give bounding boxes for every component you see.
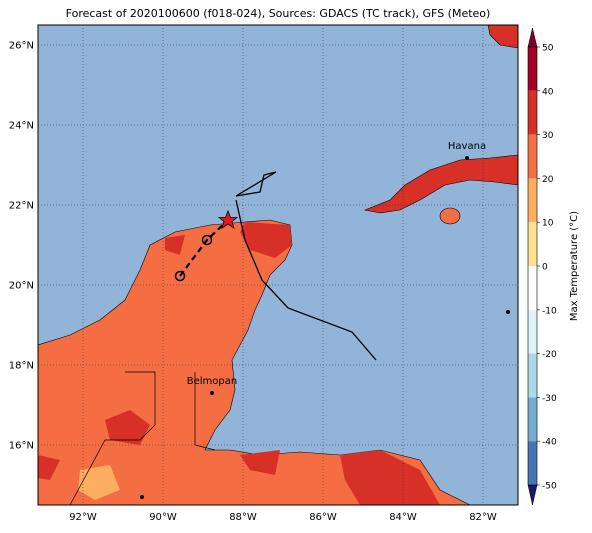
colorbar-tick-label: 10	[542, 219, 554, 229]
city-dot	[506, 310, 510, 314]
colorbar-band	[528, 47, 537, 91]
colorbar-tick-label: 0	[542, 263, 548, 273]
colorbar-tick-label: -20	[542, 350, 557, 360]
border	[69, 371, 156, 505]
colorbar-band	[528, 222, 537, 266]
map-title: Forecast of 2020100600 (f018-024), Sourc…	[66, 7, 491, 20]
land-hot	[78, 465, 120, 500]
colorbar-extend	[527, 484, 538, 506]
colorbar-tick-label: 40	[542, 87, 554, 97]
land-florida	[487, 25, 518, 49]
track-past	[235, 171, 277, 197]
colorbar-band	[528, 266, 537, 310]
colorbar-extend	[527, 27, 538, 48]
colorbar-tick-label: -40	[542, 438, 557, 448]
map-area: Havana Belmopan	[38, 25, 518, 505]
lon-label: 92°W	[69, 512, 97, 523]
colorbar-band	[528, 441, 537, 485]
graticule	[38, 25, 518, 505]
city-label: Belmopan	[187, 376, 237, 387]
lat-label: 16°N	[9, 441, 34, 452]
city-label: Havana	[448, 141, 486, 152]
lat-label: 20°N	[9, 281, 34, 292]
colorbar-band	[528, 353, 537, 398]
lon-label: 84°W	[389, 512, 417, 523]
lat-label: 26°N	[9, 41, 34, 52]
lon-label: 86°W	[309, 512, 337, 523]
track-past	[235, 199, 377, 361]
storm-position	[217, 209, 239, 229]
city-dot	[140, 495, 144, 499]
lat-label: 18°N	[9, 361, 34, 372]
colorbar-tick-label: -50	[542, 482, 557, 492]
track-forecast	[179, 219, 229, 277]
colorbar-band	[528, 397, 537, 442]
city-dot	[465, 156, 469, 160]
lon-label: 82°W	[469, 512, 497, 523]
map-frame	[37, 24, 519, 506]
colorbar-label: Max Temperature (°C)	[569, 211, 580, 321]
colorbar-tick-label: 30	[542, 131, 554, 141]
lat-label: 24°N	[9, 121, 34, 132]
colorbar: 50 40 30 20 10 0 -10 -20 -30 -40 -50 Max Temperatur…	[527, 27, 580, 506]
colorbar-band	[528, 134, 537, 179]
land-island	[439, 207, 461, 225]
colorbar-band	[528, 90, 537, 135]
colorbar-tick-label: -30	[542, 394, 557, 404]
land-cuba	[363, 154, 518, 214]
track-point	[201, 234, 213, 246]
colorbar-tick-label: -10	[542, 306, 557, 316]
city-dot	[210, 391, 214, 395]
colorbar-band	[528, 178, 537, 223]
track-point	[174, 270, 186, 282]
colorbar-tick-label: 20	[542, 175, 554, 185]
lat-label: 22°N	[9, 201, 34, 212]
colorbar-tick-label: 50	[542, 44, 554, 54]
land-warm	[38, 222, 440, 505]
lon-label: 88°W	[229, 512, 257, 523]
lon-label: 90°W	[149, 512, 177, 523]
colorbar-band	[528, 309, 537, 354]
